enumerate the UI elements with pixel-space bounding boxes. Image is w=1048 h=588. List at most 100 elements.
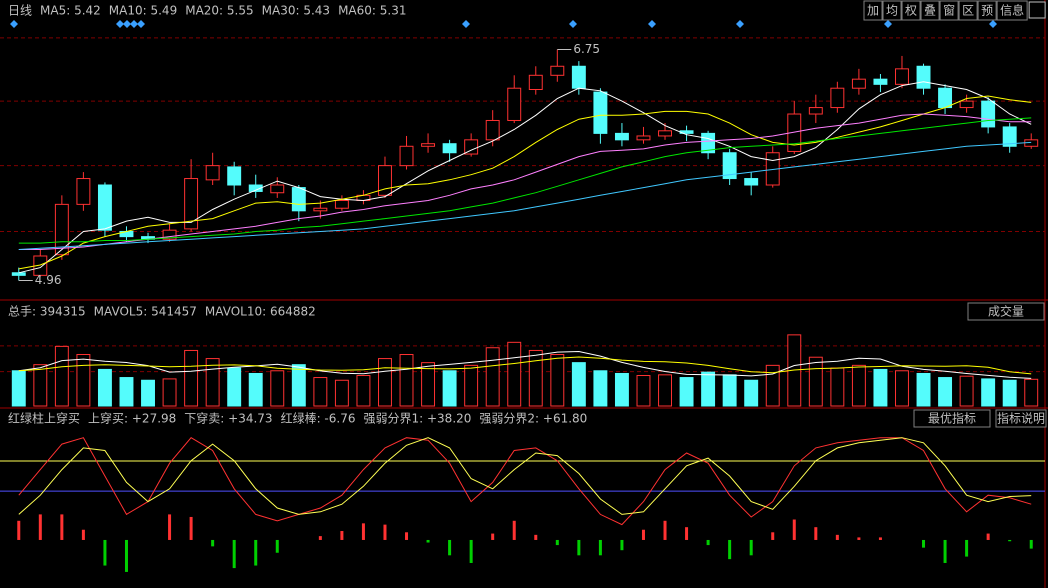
toolbar-button-label[interactable]: 叠 [924, 4, 936, 18]
toolbar-button-label[interactable]: 权 [905, 4, 917, 18]
volume-bar [636, 375, 651, 407]
histogram-bar [814, 527, 818, 540]
histogram-bar [232, 539, 236, 569]
histogram-bar [124, 539, 128, 572]
histogram-bar [38, 514, 42, 540]
signal-diamond [10, 20, 18, 28]
histogram-bar [426, 539, 430, 543]
histogram-bar [318, 536, 322, 540]
histogram-bar [211, 539, 215, 547]
candle-body [636, 135, 651, 141]
candle-body [744, 178, 759, 186]
volume-bar [313, 377, 328, 407]
series-line [18, 95, 1032, 270]
volume-tab-label[interactable]: 成交量 [988, 304, 1024, 319]
candle-body [571, 65, 586, 89]
candle-body [291, 187, 306, 212]
legend-label: 上穿买: +27.98 [88, 411, 176, 426]
annotation-label: 4.96 [35, 273, 62, 287]
series-line [18, 437, 1032, 526]
legend-label: 强弱分界1: +38.20 [364, 412, 472, 426]
series-line [18, 350, 1032, 379]
toolbar-button-label[interactable]: 信息 [1000, 3, 1024, 18]
candle-body [658, 130, 672, 137]
legend-label: 强弱分界2: +61.80 [479, 412, 587, 426]
indicator-tab-label[interactable]: 最优指标 [928, 411, 976, 426]
volume-bar [141, 379, 155, 407]
indicator-help-tab[interactable] [995, 409, 1047, 428]
candle-body [227, 166, 242, 186]
candle-body [76, 178, 91, 205]
volume-bar [550, 354, 565, 407]
volume-bar [593, 370, 608, 407]
legend-label: 下穿卖: +34.73 [184, 411, 272, 426]
toolbar-button[interactable] [977, 0, 997, 21]
histogram-bar [60, 514, 64, 540]
candle-body [895, 68, 909, 85]
toolbar-button[interactable] [901, 0, 921, 21]
signal-diamond [648, 20, 656, 28]
toolbar-icon[interactable] [1028, 1, 1046, 19]
volume-bar [399, 354, 414, 407]
legend-label: MAVOL10: 664882 [205, 305, 316, 319]
histogram-bar [598, 539, 602, 556]
toolbar-button[interactable] [939, 0, 959, 21]
candle-body [421, 143, 436, 147]
indicator-help-label[interactable]: 指标说明 [997, 411, 1045, 426]
volume-bar [270, 370, 285, 407]
legend-label: MA30: 5.43 [262, 4, 330, 18]
legend-label: MA20: 5.55 [185, 4, 253, 18]
volume-bar [808, 356, 823, 407]
signal-diamond [989, 20, 997, 28]
candle-body [313, 207, 328, 212]
volume-bar [1024, 378, 1039, 407]
histogram-bar [469, 539, 473, 563]
toolbar-button-label[interactable]: 预 [981, 4, 993, 18]
volume-bar [248, 372, 263, 407]
candle-body [981, 100, 996, 128]
candle-body [830, 87, 845, 109]
volume-bar [571, 362, 586, 407]
histogram-bar [491, 533, 495, 540]
histogram-bar [1029, 539, 1033, 549]
toolbar-button-label[interactable]: 加 [867, 4, 879, 18]
toolbar-button-label[interactable]: 均 [886, 4, 898, 18]
series-line [18, 113, 1032, 250]
toolbar-button[interactable] [882, 0, 902, 21]
histogram-bar [835, 534, 839, 540]
signal-diamond [569, 20, 577, 28]
volume-bar [227, 367, 242, 407]
toolbar-button[interactable] [996, 0, 1028, 21]
histogram-bar [275, 539, 279, 553]
candle-body [205, 165, 220, 181]
volume-bar [658, 374, 672, 407]
toolbar-button[interactable] [863, 0, 883, 21]
volume-bar [184, 349, 199, 407]
volume-bar [378, 358, 392, 407]
histogram-bar [663, 520, 667, 540]
histogram-bar [641, 529, 645, 540]
volume-bar [981, 378, 996, 407]
candle-body [270, 184, 285, 194]
candle-body [11, 272, 26, 276]
histogram-bar [361, 523, 365, 540]
volume-tab[interactable] [967, 302, 1045, 321]
toolbar-button[interactable] [920, 0, 940, 21]
volume-bar [765, 364, 780, 407]
indicator-tab[interactable] [913, 409, 991, 428]
candle-body [593, 91, 608, 134]
candle-body [162, 229, 177, 240]
signal-diamond [462, 20, 470, 28]
volume-bar [162, 378, 177, 407]
toolbar-button-label[interactable]: 区 [962, 4, 974, 18]
histogram-bar [857, 537, 861, 540]
histogram-bar [749, 539, 753, 556]
candle-body [485, 119, 500, 141]
histogram-bar [189, 516, 193, 540]
legend-label: MA10: 5.49 [109, 4, 177, 18]
toolbar-button[interactable] [958, 0, 978, 21]
volume-bar [421, 362, 436, 407]
toolbar-button-label[interactable]: 窗 [943, 4, 955, 18]
